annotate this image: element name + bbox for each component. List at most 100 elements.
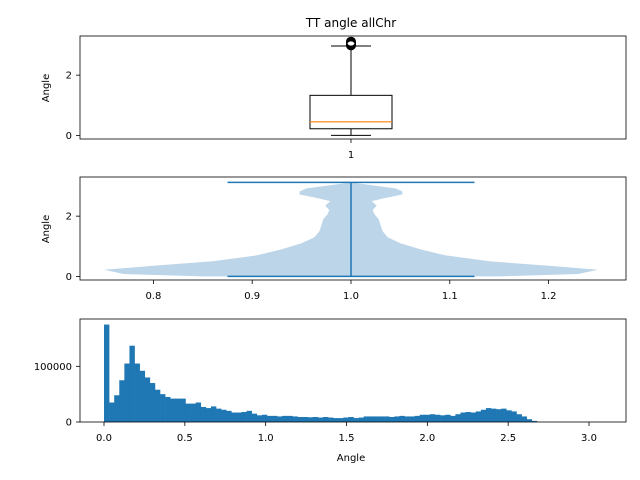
histogram-bar: [343, 417, 349, 422]
histogram-bar: [480, 409, 487, 422]
histogram-bar: [282, 415, 288, 422]
histogram-bar: [210, 406, 217, 422]
boxplot-marks: [309, 36, 393, 136]
histogram-bar: [506, 410, 512, 422]
histogram-bar: [180, 398, 186, 422]
histogram-bar: [373, 416, 380, 422]
histogram-panel: 0 100000 0.0 0.5 1.0 1.5 2.0 2.5 3.0 Angle: [34, 318, 627, 464]
histogram-x-axis-label: Angle: [337, 453, 365, 464]
histogram-bar: [104, 324, 110, 422]
histogram-bar: [226, 410, 232, 422]
histogram-bar: [292, 416, 298, 422]
histogram-bar: [485, 408, 492, 422]
histogram-bar: [307, 417, 314, 422]
histogram-bar: [363, 416, 370, 422]
histogram-bar: [450, 415, 456, 422]
histogram-bar: [302, 416, 308, 422]
histogram-bar: [287, 415, 293, 422]
histogram-bar: [379, 416, 385, 422]
histogram-bar: [455, 414, 461, 422]
histogram-x-tick-label: 0.0: [96, 433, 112, 444]
chart-title: TT angle allChr: [305, 16, 396, 30]
boxplot-axes: 0 2 1: [66, 71, 355, 161]
histogram-bar: [139, 370, 146, 422]
histogram-bar: [246, 410, 252, 422]
histogram-bar: [175, 398, 181, 422]
histogram-bar: [531, 420, 538, 422]
histogram-bar: [216, 408, 222, 422]
histogram-bar: [277, 416, 283, 422]
boxplot-y-tick-label: 2: [66, 71, 72, 82]
histogram-bar: [338, 418, 344, 422]
violin-y-tick-label: 2: [66, 212, 72, 223]
histogram-bar: [312, 416, 319, 422]
violin-x-tick-label: 0.8: [145, 291, 161, 302]
violin-y-tick-label: 0: [66, 272, 72, 283]
histogram-bar: [109, 402, 115, 422]
histogram-bar: [511, 411, 517, 422]
histogram-bar: [221, 409, 227, 422]
histogram-bar: [419, 414, 426, 422]
violin-marks: [104, 181, 598, 278]
histogram-bar: [266, 415, 273, 422]
boxplot-y-tick-label: 0: [66, 131, 72, 142]
violin-x-tick-label: 1.2: [541, 291, 557, 302]
histogram-bar: [231, 412, 237, 422]
histogram-bar: [384, 416, 390, 422]
histogram-bar: [154, 389, 161, 422]
histogram-bar: [317, 417, 324, 422]
histogram-bar: [170, 398, 176, 422]
histogram-bar: [236, 412, 242, 422]
violin-x-tick-label: 1.0: [343, 291, 359, 302]
histogram-bar: [368, 416, 375, 422]
histogram-bar: [185, 403, 191, 422]
histogram-bar: [261, 414, 268, 422]
histogram-y-tick-label: 100000: [34, 362, 72, 373]
histogram-bar: [205, 408, 212, 422]
histogram-bar: [389, 416, 395, 422]
histogram-bar: [160, 394, 166, 422]
boxplot-panel: TT angle allChr Angle 0 2 1: [41, 16, 627, 161]
histogram-bar: [460, 412, 466, 422]
boxplot-frame: [79, 35, 627, 140]
violin-x-tick-label: 0.9: [244, 291, 260, 302]
histogram-bar: [190, 403, 196, 422]
histogram-bar: [251, 413, 258, 422]
boxplot-x-tick-label: 1: [348, 150, 354, 161]
histogram-bar: [491, 408, 497, 422]
violin-y-axis-label: Angle: [41, 215, 52, 243]
histogram-x-tick-label: 0.5: [177, 433, 193, 444]
histogram-bar: [200, 406, 207, 422]
histogram-bar: [445, 414, 451, 422]
histogram-bar: [149, 383, 156, 422]
histogram-bar: [353, 418, 359, 422]
histogram-bar: [358, 417, 365, 422]
histogram-bar: [501, 408, 507, 422]
histogram-bar: [435, 414, 441, 422]
histogram-bar: [348, 416, 354, 422]
violin-axes: 0 2 0.8 0.9 1.0 1.1 1.2: [66, 212, 557, 302]
histogram-x-tick-label: 1.5: [339, 433, 355, 444]
violin-panel: Angle 0 2 0.8 0.9 1.0 1.1 1.2: [41, 176, 627, 302]
histogram-y-tick-label: 0: [66, 418, 72, 429]
histogram-bar: [134, 363, 140, 422]
histogram-bar: [144, 377, 151, 422]
histogram-bar: [394, 416, 400, 422]
histogram-bar: [399, 415, 405, 422]
histogram-bar: [470, 412, 477, 422]
histogram-bar: [272, 415, 278, 422]
histogram-bar: [475, 411, 482, 422]
histogram-bar: [521, 416, 527, 422]
histogram-bar: [322, 416, 329, 422]
boxplot-y-axis-label: Angle: [41, 74, 52, 102]
histogram-bar: [424, 414, 431, 422]
histogram-bar: [256, 415, 263, 422]
histogram-bars: [104, 324, 538, 422]
histogram-bar: [404, 416, 410, 422]
histogram-bar: [114, 395, 120, 422]
violin-frame: [79, 176, 627, 281]
histogram-bar: [496, 409, 502, 422]
histogram-bar: [414, 415, 421, 422]
histogram-bar: [465, 411, 471, 422]
